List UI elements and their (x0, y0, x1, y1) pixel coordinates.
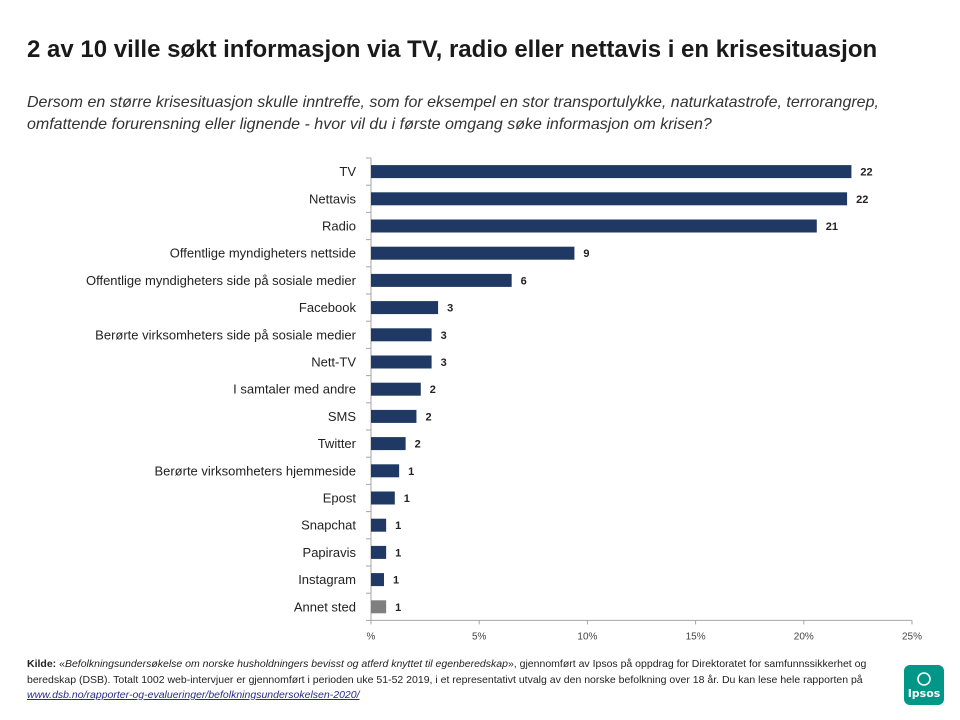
category-label: Instagram (298, 572, 356, 587)
data-label: 1 (408, 466, 414, 478)
category-label: Annet sted (294, 599, 356, 614)
bar (371, 464, 400, 478)
bar (371, 382, 421, 396)
data-label: 3 (441, 357, 447, 369)
logo-text: Ipsos (907, 687, 941, 700)
x-tick-label: % (367, 631, 376, 642)
category-label: Papiravis (303, 545, 357, 560)
category-label: Berørte virksomheters hjemmeside (154, 463, 356, 478)
bar (371, 246, 575, 260)
bar (371, 600, 387, 614)
data-label: 6 (521, 275, 527, 287)
data-label: 22 (856, 194, 868, 206)
source-report-title: Befolkningsundersøkelse om norske hushol… (64, 658, 508, 670)
data-label: 9 (583, 248, 589, 260)
bar (371, 165, 852, 179)
bar (371, 355, 432, 369)
source-note: Kilde: «Befolkningsundersøkelse om norsk… (27, 657, 872, 704)
data-label: 2 (430, 384, 436, 396)
data-label: 21 (826, 221, 838, 233)
x-tick-label: 5% (472, 631, 487, 642)
bar (371, 328, 432, 342)
chart-title: 2 av 10 ville søkt informasjon via TV, r… (27, 36, 878, 63)
data-label: 2 (415, 439, 421, 451)
data-label: 3 (441, 330, 447, 342)
bar (371, 192, 848, 206)
bar (371, 545, 387, 559)
category-label: Snapchat (301, 518, 356, 533)
category-label: Epost (323, 491, 357, 506)
source-text: », gjennomført av Ipsos på oppdrag for D… (27, 658, 867, 686)
bar (371, 518, 387, 532)
x-tick-label: 15% (686, 631, 706, 642)
source-label: Kilde: (27, 658, 57, 670)
source-open-quote: « (59, 658, 65, 670)
x-tick-label: 25% (902, 631, 922, 642)
bar (371, 491, 395, 505)
category-label: Radio (322, 219, 356, 234)
report-link[interactable]: www.dsb.no/rapporter-og-evalueringer/bef… (27, 689, 360, 701)
category-label: Nettavis (309, 191, 356, 206)
category-label: Nett-TV (311, 355, 356, 370)
bar (371, 273, 512, 287)
category-label: Offentlige myndigheters side på sosiale … (86, 273, 357, 288)
ipsos-logo: Ipsos (904, 665, 944, 705)
bar (371, 219, 817, 233)
bar (371, 301, 439, 315)
data-label: 3 (447, 303, 453, 315)
data-label: 1 (404, 493, 410, 505)
category-label: Facebook (299, 300, 357, 315)
category-label: SMS (328, 409, 357, 424)
x-tick-label: 10% (577, 631, 597, 642)
category-label: Berørte virksomheters side på sosiale me… (95, 327, 356, 342)
data-label: 1 (395, 520, 401, 532)
bar (371, 409, 417, 423)
data-label: 2 (425, 411, 431, 423)
logo-mark-icon (917, 672, 931, 686)
data-label: 22 (860, 167, 872, 179)
data-label: 1 (393, 575, 399, 587)
category-label: I samtaler med andre (233, 382, 356, 397)
data-label: 1 (395, 602, 401, 614)
survey-question: Dersom en større krisesituasjon skulle i… (27, 94, 879, 133)
category-label: TV (339, 164, 356, 179)
data-label: 1 (395, 547, 401, 559)
x-tick-label: 20% (794, 631, 814, 642)
bar (371, 573, 384, 587)
bar (371, 437, 406, 451)
category-label: Twitter (318, 436, 357, 451)
category-label: Offentlige myndigheters nettside (170, 246, 356, 261)
